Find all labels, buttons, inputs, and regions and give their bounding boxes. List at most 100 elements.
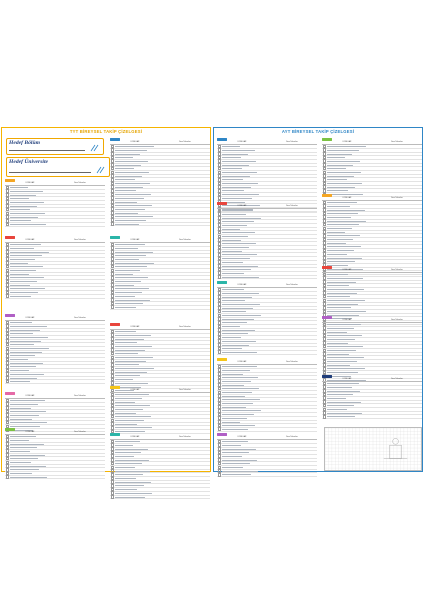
topic-checkbox[interactable] — [110, 450, 115, 455]
topic-checkbox[interactable] — [5, 242, 10, 247]
topic-checkbox[interactable] — [322, 280, 327, 284]
topic-checkbox[interactable] — [110, 422, 115, 426]
topic-checkbox[interactable] — [110, 192, 115, 197]
topic-checkbox[interactable] — [217, 291, 222, 296]
topic-checkbox[interactable] — [217, 192, 222, 197]
topic-checkbox[interactable] — [217, 148, 222, 153]
topic-checkbox[interactable] — [5, 253, 10, 258]
topic-checkbox[interactable] — [110, 411, 115, 415]
topic-checkbox[interactable] — [5, 218, 10, 223]
topic-checkbox[interactable] — [217, 386, 222, 391]
topic-checkbox[interactable] — [322, 305, 327, 310]
topic-checkbox[interactable] — [110, 344, 115, 349]
topic-checkbox[interactable] — [322, 302, 327, 306]
topic-checkbox[interactable] — [5, 264, 10, 269]
topic-checkbox[interactable] — [322, 188, 327, 193]
topic-checkbox[interactable] — [5, 204, 10, 208]
topic-checkbox[interactable] — [110, 414, 115, 419]
topic-checkbox[interactable] — [110, 495, 115, 499]
topic-checkbox[interactable] — [217, 152, 222, 156]
topic-checkbox[interactable] — [217, 343, 222, 347]
topic-checkbox[interactable] — [5, 331, 10, 336]
topic-checkbox[interactable] — [322, 170, 327, 175]
topic-checkbox[interactable] — [217, 454, 222, 459]
topic-checkbox[interactable] — [110, 476, 115, 481]
topic-checkbox[interactable] — [217, 346, 222, 351]
topic-checkbox[interactable] — [217, 264, 222, 268]
topic-checkbox[interactable] — [322, 396, 327, 401]
topic-checkbox[interactable] — [217, 383, 222, 387]
topic-checkbox[interactable] — [5, 398, 10, 403]
topic-checkbox[interactable] — [5, 376, 10, 380]
topic-checkbox[interactable] — [5, 368, 10, 373]
topic-checkbox[interactable] — [110, 301, 115, 306]
target-department-box[interactable]: Hedef Bölüm — [6, 138, 104, 155]
topic-checkbox[interactable] — [322, 248, 327, 253]
topic-checkbox[interactable] — [322, 219, 327, 223]
topic-checkbox[interactable] — [217, 397, 222, 402]
topic-checkbox[interactable] — [217, 368, 222, 373]
topic-checkbox[interactable] — [5, 185, 10, 190]
topic-checkbox[interactable] — [217, 306, 222, 310]
topic-checkbox[interactable] — [5, 211, 10, 216]
topic-checkbox[interactable] — [217, 212, 222, 217]
topic-checkbox[interactable] — [322, 241, 327, 245]
topic-checkbox[interactable] — [110, 250, 115, 254]
topic-checkbox[interactable] — [5, 406, 10, 410]
topic-checkbox[interactable] — [5, 261, 10, 265]
topic-checkbox[interactable] — [110, 359, 115, 363]
topic-checkbox[interactable] — [217, 324, 222, 329]
topic-checkbox[interactable] — [5, 460, 10, 465]
topic-checkbox[interactable] — [322, 155, 327, 160]
topic-checkbox[interactable] — [322, 272, 327, 277]
topic-checkbox[interactable] — [217, 472, 222, 477]
topic-checkbox[interactable] — [5, 409, 10, 414]
topic-checkbox[interactable] — [110, 279, 115, 284]
topic-checkbox[interactable] — [217, 439, 222, 444]
topic-checkbox[interactable] — [217, 177, 222, 182]
topic-checkbox[interactable] — [322, 211, 327, 216]
topic-checkbox[interactable] — [110, 333, 115, 338]
topic-checkbox[interactable] — [322, 333, 327, 338]
topic-checkbox[interactable] — [322, 148, 327, 153]
topic-checkbox[interactable] — [110, 465, 115, 470]
topic-checkbox[interactable] — [322, 287, 327, 292]
topic-checkbox[interactable] — [5, 294, 10, 298]
topic-checkbox[interactable] — [5, 215, 10, 219]
topic-checkbox[interactable] — [217, 223, 222, 228]
topic-checkbox[interactable] — [217, 447, 222, 451]
topic-checkbox[interactable] — [217, 328, 222, 332]
topic-checkbox[interactable] — [217, 252, 222, 257]
topic-checkbox[interactable] — [217, 416, 222, 420]
topic-checkbox[interactable] — [322, 298, 327, 303]
topic-checkbox[interactable] — [322, 389, 327, 393]
topic-checkbox[interactable] — [322, 230, 327, 234]
topic-checkbox[interactable] — [110, 487, 115, 492]
topic-checkbox[interactable] — [5, 222, 10, 227]
topic-checkbox[interactable] — [5, 272, 10, 276]
topic-checkbox[interactable] — [110, 257, 115, 262]
topic-checkbox[interactable] — [217, 469, 222, 473]
topic-checkbox[interactable] — [322, 352, 327, 356]
topic-checkbox[interactable] — [322, 414, 327, 419]
topic-checkbox[interactable] — [322, 185, 327, 189]
topic-checkbox[interactable] — [217, 331, 222, 336]
topic-checkbox[interactable] — [110, 159, 115, 164]
topic-checkbox[interactable] — [110, 373, 115, 378]
topic-checkbox[interactable] — [322, 222, 327, 227]
topic-checkbox[interactable] — [322, 166, 327, 171]
topic-checkbox[interactable] — [5, 420, 10, 425]
topic-checkbox[interactable] — [110, 480, 115, 484]
topic-checkbox[interactable] — [110, 447, 115, 451]
topic-checkbox[interactable] — [322, 341, 327, 345]
topic-checkbox[interactable] — [5, 339, 10, 343]
topic-checkbox[interactable] — [322, 363, 327, 367]
topic-checkbox[interactable] — [5, 475, 10, 479]
topic-checkbox[interactable] — [5, 320, 10, 325]
topic-checkbox[interactable] — [5, 350, 10, 354]
topic-checkbox[interactable] — [217, 181, 222, 186]
topic-checkbox[interactable] — [322, 344, 327, 349]
topic-checkbox[interactable] — [5, 196, 10, 201]
topic-checkbox[interactable] — [217, 309, 222, 314]
topic-checkbox[interactable] — [322, 355, 327, 360]
